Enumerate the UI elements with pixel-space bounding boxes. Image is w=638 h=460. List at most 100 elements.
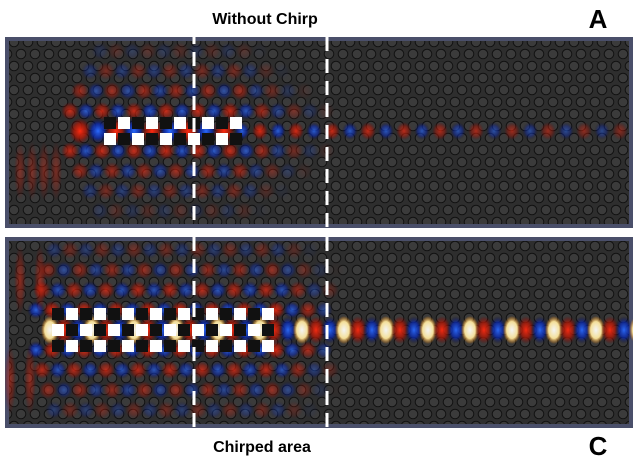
field-lobe — [301, 142, 319, 160]
field-lobe — [269, 142, 287, 160]
field-lobe — [71, 162, 89, 180]
field-lobe — [87, 162, 105, 180]
field-lobe — [91, 202, 109, 220]
field-lobe — [183, 162, 201, 180]
high-intensity — [94, 340, 106, 352]
field-lobe — [113, 182, 131, 200]
high-intensity — [230, 133, 242, 145]
field-lobe — [107, 202, 125, 220]
high-intensity — [178, 308, 190, 320]
field-lobe — [177, 281, 195, 299]
field-lobe — [141, 401, 159, 419]
field-lobe — [93, 241, 111, 259]
field-lobe — [177, 62, 195, 80]
field-lobe — [269, 102, 287, 120]
field-lobe — [173, 401, 191, 419]
high-intensity — [220, 308, 232, 320]
field-lobe — [14, 141, 26, 201]
high-intensity — [202, 117, 214, 129]
field-lobe — [97, 62, 115, 80]
field-lobe — [285, 142, 303, 160]
field-lobe — [49, 361, 67, 379]
figure: Without Chirp A Chirped area C — [0, 0, 638, 460]
field-lobe — [219, 202, 237, 220]
field-lobe — [209, 281, 227, 299]
field-lobe — [135, 162, 153, 180]
field-lobe — [38, 141, 50, 201]
field-lobe — [279, 381, 297, 399]
high-intensity — [80, 340, 92, 352]
field-lobe — [77, 142, 95, 160]
field-lobe — [177, 182, 195, 200]
panel-title: Without Chirp — [212, 11, 318, 28]
high-intensity — [216, 133, 228, 145]
field-lobe — [155, 42, 173, 60]
field-lobe — [129, 182, 147, 200]
field-lobe — [306, 122, 322, 140]
field-lobe — [139, 42, 157, 60]
high-intensity — [248, 308, 260, 320]
high-intensity — [108, 308, 120, 320]
field-lobe — [199, 261, 217, 279]
field-lobe — [251, 42, 269, 60]
field-lobe — [257, 62, 275, 80]
field-lobe — [253, 401, 271, 419]
field-lobe — [77, 401, 95, 419]
field-lobe — [87, 261, 105, 279]
field-lobe — [87, 381, 105, 399]
field-lobe — [247, 261, 265, 279]
high-intensity — [220, 324, 232, 336]
field-lobe — [221, 401, 239, 419]
field-lobe — [263, 261, 281, 279]
field-lobe — [295, 261, 313, 279]
high-intensity — [248, 340, 260, 352]
high-intensity — [206, 324, 218, 336]
field-lobe — [26, 141, 38, 201]
field-lobe — [55, 381, 73, 399]
field-lobe — [113, 62, 131, 80]
field-lobe — [279, 162, 297, 180]
high-intensity — [262, 324, 274, 336]
field-lobe — [193, 361, 211, 379]
field-lobe — [103, 82, 121, 100]
field-lobe — [263, 381, 281, 399]
field-lobe — [123, 202, 141, 220]
high-intensity — [150, 340, 162, 352]
field-lobe — [129, 62, 147, 80]
field-lobe — [135, 82, 153, 100]
field-lobe — [205, 241, 223, 259]
field-lobe — [252, 122, 268, 140]
field-lobe — [167, 162, 185, 180]
high-intensity — [234, 308, 246, 320]
high-intensity — [52, 340, 64, 352]
field-lobe — [61, 142, 79, 160]
field-lobe — [145, 281, 163, 299]
field-lobe — [193, 281, 211, 299]
high-intensity — [160, 133, 172, 145]
panel-title: Chirped area — [213, 439, 311, 456]
high-intensity — [234, 340, 246, 352]
high-intensity — [248, 324, 260, 336]
high-intensity — [132, 117, 144, 129]
high-intensity — [104, 133, 116, 145]
high-intensity — [150, 324, 162, 336]
field-lobe — [215, 82, 233, 100]
field-lobe — [273, 281, 291, 299]
field-lobe — [327, 381, 345, 399]
high-intensity — [160, 117, 172, 129]
high-intensity — [220, 340, 232, 352]
high-intensity — [108, 340, 120, 352]
field-lobe — [203, 42, 221, 60]
high-intensity — [80, 308, 92, 320]
field-lobe — [221, 241, 239, 259]
field-lobe — [145, 62, 163, 80]
field-lobe — [81, 281, 99, 299]
high-intensity — [80, 324, 92, 336]
field-lobe — [360, 122, 376, 140]
field-lobe — [270, 122, 286, 140]
field-lobe — [103, 261, 121, 279]
field-lobe — [558, 122, 574, 140]
field-lobe — [301, 401, 319, 419]
high-intensity — [108, 324, 120, 336]
field-lobe — [432, 122, 448, 140]
